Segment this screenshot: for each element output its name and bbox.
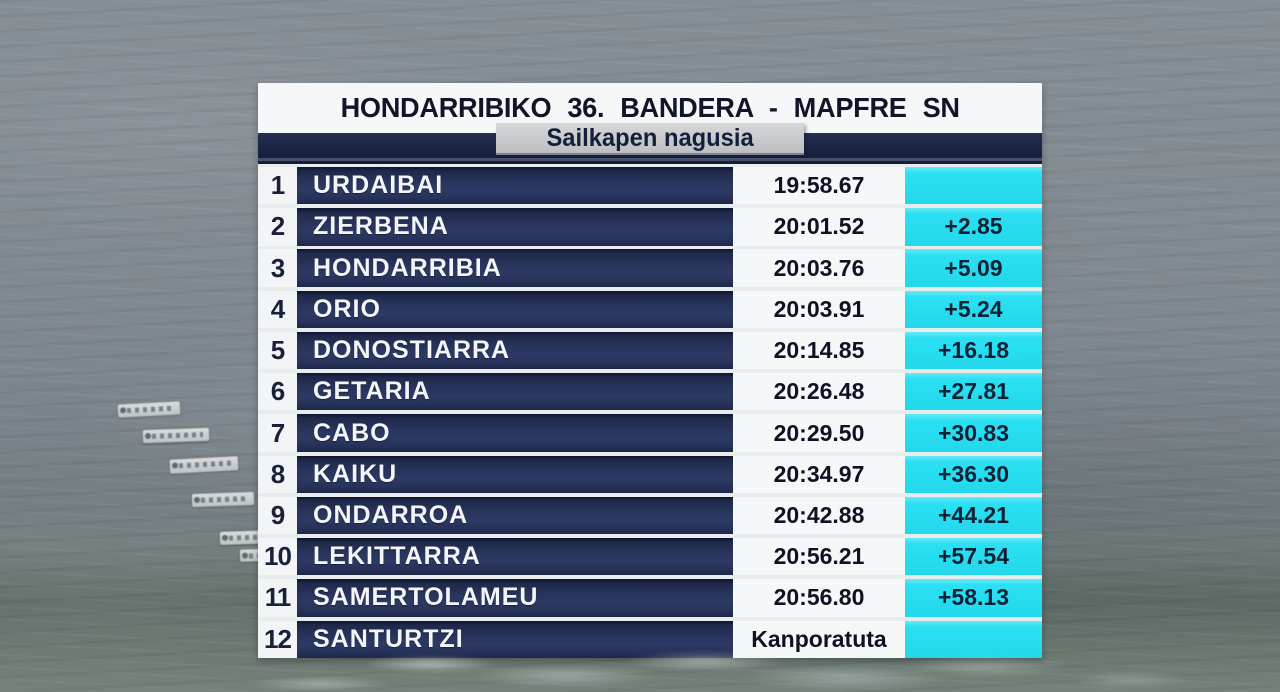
page-title: HONDARRIBIKO 36. BANDERA - MAPFRE SN <box>340 92 960 123</box>
time-cell: 19:58.67 <box>733 167 905 205</box>
marker-text-smudge <box>126 405 175 414</box>
marker-dot <box>241 552 249 559</box>
diff-cell <box>905 620 1042 658</box>
time-cell: 20:14.85 <box>733 331 905 370</box>
team-name-cell: ORIO <box>297 290 733 328</box>
marker-text-smudge <box>228 534 273 541</box>
race-marker <box>191 491 255 508</box>
diff-cell <box>905 167 1042 205</box>
team-name-cell: SANTURTZI <box>297 620 733 658</box>
marker-dot <box>171 462 179 469</box>
diff-cell: +27.81 <box>905 373 1042 411</box>
rank-cell: 10 <box>258 538 297 576</box>
subtitle-box: Sailkapen nagusia <box>496 123 804 153</box>
team-name-cell: KAIKU <box>297 455 733 493</box>
rank-cell: 9 <box>258 496 297 535</box>
standings-board: HONDARRIBIKO 36. BANDERA - MAPFRE SN Sai… <box>258 83 1042 658</box>
table-row: 8 KAIKU 20:34.97 +36.30 <box>258 455 1042 493</box>
table-row: 1 URDAIBAI 19:58.67 <box>258 167 1042 205</box>
table-row: 6 GETARIA 20:26.48 +27.81 <box>258 373 1042 411</box>
time-cell: 20:01.52 <box>733 208 905 246</box>
marker-dot <box>193 496 201 504</box>
diff-cell: +57.54 <box>905 538 1042 576</box>
diff-cell: +58.13 <box>905 579 1042 617</box>
marker-dot <box>144 432 152 440</box>
time-cell: Kanporatuta <box>733 620 905 658</box>
team-name-cell: GETARIA <box>297 373 733 411</box>
marker-text-smudge <box>248 552 281 559</box>
time-cell: 20:29.50 <box>733 414 905 452</box>
race-marker <box>142 427 210 444</box>
marker-text-smudge <box>151 432 204 439</box>
rank-cell: 6 <box>258 373 297 411</box>
table-row: 9 ONDARROA 20:42.88 +44.21 <box>258 496 1042 535</box>
team-name-cell: DONOSTIARRA <box>297 331 733 370</box>
table-row: 3 HONDARRIBIA 20:03.76 +5.09 <box>258 249 1042 287</box>
team-name-cell: URDAIBAI <box>297 167 733 205</box>
marker-text-smudge <box>200 496 249 503</box>
team-name-cell: HONDARRIBIA <box>297 249 733 287</box>
table-row: 5 DONOSTIARRA 20:14.85 +16.18 <box>258 331 1042 370</box>
diff-cell: +44.21 <box>905 496 1042 535</box>
diff-cell: +16.18 <box>905 331 1042 370</box>
time-cell: 20:56.21 <box>733 538 905 576</box>
table-row: 10 LEKITTARRA 20:56.21 +57.54 <box>258 538 1042 576</box>
rank-cell: 1 <box>258 167 297 205</box>
rank-cell: 4 <box>258 290 297 328</box>
marker-dot <box>221 534 229 541</box>
standings-rows: 1 URDAIBAI 19:58.67 2 ZIERBENA 20:01.52 … <box>258 167 1042 658</box>
team-name-cell: SAMERTOLAMEU <box>297 579 733 617</box>
diff-cell: +30.83 <box>905 414 1042 452</box>
time-cell: 20:03.76 <box>733 249 905 287</box>
rank-cell: 2 <box>258 208 297 246</box>
rank-cell: 3 <box>258 249 297 287</box>
table-row: 4 ORIO 20:03.91 +5.24 <box>258 290 1042 328</box>
rank-cell: 8 <box>258 455 297 493</box>
race-marker <box>117 401 181 418</box>
time-cell: 20:42.88 <box>733 496 905 535</box>
team-name-cell: CABO <box>297 414 733 452</box>
diff-cell: +5.24 <box>905 290 1042 328</box>
team-name-cell: LEKITTARRA <box>297 538 733 576</box>
race-marker <box>169 456 239 474</box>
time-cell: 20:03.91 <box>733 290 905 328</box>
table-row: 7 CABO 20:29.50 +30.83 <box>258 414 1042 452</box>
rank-cell: 12 <box>258 620 297 658</box>
time-cell: 20:26.48 <box>733 373 905 411</box>
rank-cell: 5 <box>258 331 297 370</box>
table-row: 12 SANTURTZI Kanporatuta <box>258 620 1042 658</box>
rank-cell: 11 <box>258 579 297 617</box>
diff-cell: +36.30 <box>905 455 1042 493</box>
time-cell: 20:34.97 <box>733 455 905 493</box>
rank-cell: 7 <box>258 414 297 452</box>
diff-cell: +2.85 <box>905 208 1042 246</box>
band-shine <box>258 158 1042 161</box>
marker-text-smudge <box>178 460 233 469</box>
table-row: 2 ZIERBENA 20:01.52 +2.85 <box>258 208 1042 246</box>
team-name-cell: ONDARROA <box>297 496 733 535</box>
race-marker <box>239 548 287 562</box>
table-row: 11 SAMERTOLAMEU 20:56.80 +58.13 <box>258 579 1042 617</box>
team-name-cell: ZIERBENA <box>297 208 733 246</box>
race-marker <box>219 529 279 546</box>
time-cell: 20:56.80 <box>733 579 905 617</box>
subtitle-label: Sailkapen nagusia <box>546 123 754 152</box>
marker-dot <box>119 407 127 414</box>
diff-cell: +5.09 <box>905 249 1042 287</box>
